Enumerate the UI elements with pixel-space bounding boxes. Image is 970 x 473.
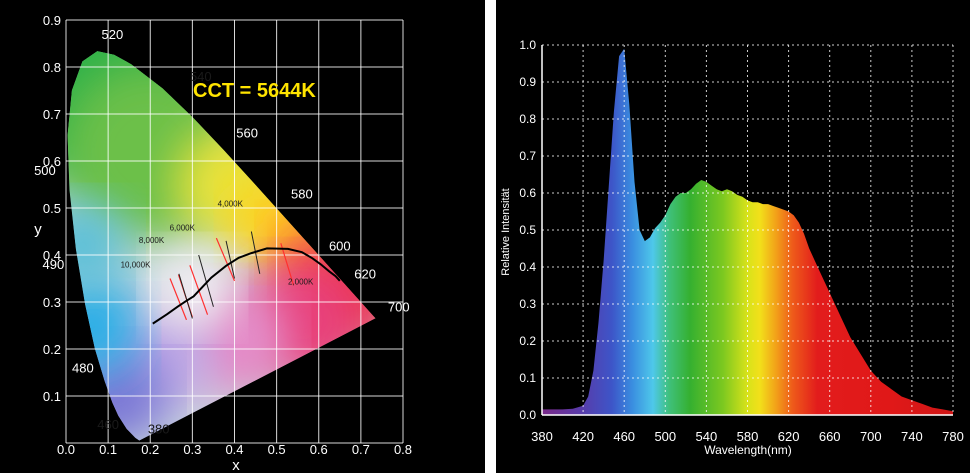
cie-y-tick-label: 0.4 <box>43 248 61 263</box>
isotherm-label: 10,000K <box>121 261 151 270</box>
cie-y-tick-label: 0.5 <box>43 201 61 216</box>
cie-isotherm-lines: 10,000K 8,000K 6,000K 4,000K 2,000K <box>121 200 314 321</box>
wavelength-label: 700 <box>388 299 410 314</box>
spd-x-tick-label: 620 <box>778 429 800 444</box>
spd-x-tick-label: 380 <box>531 429 553 444</box>
spd-y-tick-label: 0.4 <box>519 260 536 274</box>
cie-y-tick-label: 0.6 <box>43 154 61 169</box>
spd-x-tick-label: 740 <box>901 429 923 444</box>
spd-y-tick-label: 1.0 <box>519 38 536 52</box>
spd-x-tick-labels: 380 420 460 500 540 580 620 660 700 740 780 <box>531 429 964 444</box>
isotherm-line <box>225 240 235 279</box>
wavelength-label: 490 <box>43 257 65 272</box>
isotherm-label: 8,000K <box>139 236 165 245</box>
cie-y-tick-label: 0.2 <box>43 342 61 357</box>
spd-grid <box>542 44 954 415</box>
spd-chart-svg: 380 420 460 500 540 580 620 660 700 740 780 0.0 0.1… <box>500 38 964 457</box>
isotherm-line <box>178 273 193 319</box>
spectral-power-distribution-chart: 380 420 460 500 540 580 620 660 700 740 780 0.0 0.1… <box>496 0 970 473</box>
cie-x-tick-label: 0.2 <box>141 442 159 457</box>
cie-x-tick-label: 0.5 <box>268 442 286 457</box>
cie-y-tick-label: 0.9 <box>43 13 61 28</box>
cie-y-tick-labels: 0.1 0.2 0.3 0.4 0.5 0.6 0.7 0.8 0.9 <box>43 13 61 404</box>
cie-x-tick-label: 0.3 <box>183 442 201 457</box>
isotherm-line <box>169 278 188 321</box>
cie-color-blob <box>67 200 128 291</box>
cie-chromaticity-chart: 0.0 0.1 0.2 0.3 0.4 0.5 0.6 0.7 0.8 0.1 0.2 0.3 0.4… <box>0 0 485 473</box>
spd-y-tick-label: 0.3 <box>519 297 536 311</box>
spd-y-tick-label: 0.0 <box>519 408 536 422</box>
wavelength-label: 520 <box>101 27 123 42</box>
spd-y-tick-label: 0.1 <box>519 371 536 385</box>
spd-y-tick-label: 0.5 <box>519 223 536 237</box>
spd-x-tick-label: 780 <box>942 429 964 444</box>
wavelength-label: 560 <box>236 126 258 141</box>
spd-x-tick-label: 660 <box>819 429 841 444</box>
spd-x-tick-label: 460 <box>613 429 635 444</box>
cie-y-axis-label: y <box>34 221 42 238</box>
isotherm-label: 2,000K <box>288 278 314 287</box>
spd-y-tick-label: 0.7 <box>519 149 536 163</box>
wavelength-label: 600 <box>329 238 351 253</box>
spd-y-tick-label: 0.8 <box>519 112 536 126</box>
wavelength-label: 380 <box>148 422 170 437</box>
isotherm-line <box>215 237 236 282</box>
isotherm-line <box>198 254 214 307</box>
cie-color-blob <box>67 275 142 376</box>
cie-x-tick-label: 0.4 <box>225 442 243 457</box>
cie-chart-title: CCT = 5644K <box>193 80 316 102</box>
spd-x-tick-label: 700 <box>860 429 882 444</box>
spd-y-tick-label: 0.6 <box>519 186 536 200</box>
cie-y-tick-label: 0.1 <box>43 389 61 404</box>
spd-y-tick-label: 0.9 <box>519 75 536 89</box>
spd-x-tick-label: 500 <box>654 429 676 444</box>
wavelength-label: 580 <box>291 187 313 202</box>
isotherm-line <box>280 243 295 286</box>
cie-x-tick-label: 0.7 <box>352 442 370 457</box>
cie-grid <box>65 19 404 444</box>
wavelength-label: 620 <box>354 267 376 282</box>
wavelength-label: 460 <box>97 417 119 432</box>
wavelength-label: 480 <box>72 361 94 376</box>
cie-x-tick-label: 0.0 <box>57 442 75 457</box>
isotherm-label: 6,000K <box>170 224 196 233</box>
cie-x-axis-label: x <box>232 457 240 473</box>
cie-x-tick-label: 0.1 <box>99 442 117 457</box>
spd-x-axis-label: Wavelength(nm) <box>704 443 792 457</box>
spd-y-tick-label: 0.2 <box>519 334 536 348</box>
cie-y-tick-label: 0.3 <box>43 295 61 310</box>
wavelength-label: 500 <box>34 163 56 178</box>
isotherm-label: 4,000K <box>218 200 244 209</box>
spd-x-tick-label: 540 <box>696 429 718 444</box>
cie-x-tick-labels: 0.0 0.1 0.2 0.3 0.4 0.5 0.6 0.7 0.8 <box>57 442 412 457</box>
planckian-locus-curve <box>152 247 341 325</box>
spd-y-tick-labels: 0.0 0.1 0.2 0.3 0.4 0.5 0.6 0.7 0.8 0.9 1.0 <box>519 38 536 422</box>
cie-x-tick-label: 0.6 <box>310 442 328 457</box>
cie-y-tick-label: 0.8 <box>43 60 61 75</box>
spd-x-tick-label: 420 <box>572 429 594 444</box>
wavelength-label: 540 <box>190 69 212 84</box>
cie-x-tick-label: 0.8 <box>394 442 412 457</box>
cie-chart-svg: 0.0 0.1 0.2 0.3 0.4 0.5 0.6 0.7 0.8 0.1 0.2 0.3 0.4… <box>34 13 412 473</box>
spd-y-axis-label: Relative Intensität <box>500 188 512 275</box>
spd-x-tick-label: 580 <box>737 429 759 444</box>
cie-y-tick-label: 0.7 <box>43 107 61 122</box>
